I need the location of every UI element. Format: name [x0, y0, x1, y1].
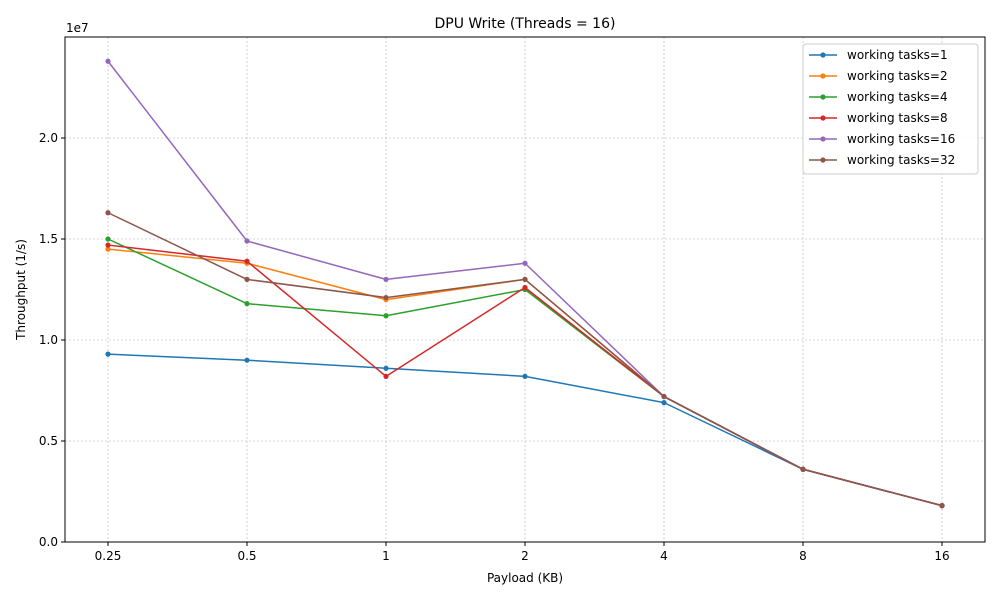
data-point	[522, 373, 528, 379]
legend-label: working tasks=2	[847, 69, 948, 83]
legend-marker	[820, 115, 826, 121]
data-point	[800, 466, 806, 472]
x-tick-label: 0.25	[95, 549, 122, 563]
legend-marker	[820, 136, 826, 142]
x-tick-label: 16	[934, 549, 949, 563]
data-point	[383, 294, 389, 301]
x-tick-label: 4	[660, 549, 668, 563]
x-axis-label: Payload (KB)	[487, 571, 563, 585]
y-tick-label: 0.5	[39, 434, 58, 448]
legend-label: working tasks=1	[847, 48, 948, 62]
legend-label: working tasks=16	[847, 132, 955, 146]
chart-title: DPU Write (Threads = 16)	[435, 16, 616, 32]
data-point	[661, 400, 667, 406]
legend-marker	[820, 94, 826, 100]
data-point	[244, 258, 250, 264]
legend-marker	[820, 157, 826, 163]
legend-item: working tasks=1	[809, 48, 948, 62]
x-axis-ticks: 0.25 0.5 1 2 4 8 16	[95, 542, 950, 563]
x-tick-label: 0.5	[237, 549, 256, 563]
data-point	[661, 393, 667, 400]
legend-box	[802, 43, 979, 175]
y-axis-offset-label: 1e7	[66, 21, 89, 35]
data-point	[522, 276, 528, 282]
data-point	[939, 503, 945, 509]
legend-marker	[820, 52, 826, 58]
data-point	[244, 357, 250, 363]
legend-item: working tasks=2	[809, 69, 948, 83]
legend-label: working tasks=32	[847, 153, 955, 167]
y-axis-label: Throughput (1/s)	[14, 239, 28, 341]
data-point	[244, 238, 250, 244]
data-point	[244, 276, 250, 282]
data-point	[383, 373, 389, 379]
x-tick-label: 1	[382, 549, 390, 563]
y-tick-label: 0.0	[39, 535, 58, 549]
y-tick-label: 1.5	[39, 232, 58, 246]
data-point	[522, 284, 528, 291]
data-point	[105, 236, 111, 242]
x-tick-label: 8	[799, 549, 807, 563]
series-layer	[105, 58, 945, 509]
legend-item: working tasks=16	[809, 132, 955, 146]
legend-item: working tasks=4	[809, 90, 948, 104]
data-point	[105, 58, 111, 64]
y-tick-label: 1.0	[39, 333, 58, 347]
legend-item: working tasks=32	[809, 153, 955, 167]
y-tick-label: 2.0	[39, 131, 58, 145]
data-point	[105, 351, 111, 357]
data-point	[105, 242, 111, 248]
data-point	[105, 246, 111, 252]
data-point	[105, 210, 111, 216]
data-point	[244, 301, 250, 307]
legend-label: working tasks=8	[847, 111, 948, 125]
legend-item: working tasks=8	[809, 111, 948, 125]
series-5	[105, 210, 945, 509]
data-point	[383, 276, 389, 282]
x-tick-label: 2	[521, 549, 529, 563]
legend-label: working tasks=4	[847, 90, 948, 104]
data-point	[383, 365, 389, 371]
legend-marker	[820, 73, 826, 79]
legend: working tasks=1 working tasks=2 working ta…	[802, 43, 979, 175]
data-point	[383, 313, 389, 319]
data-point	[522, 260, 528, 266]
y-axis-ticks: 0.0 0.5 1.0 1.5 2.0	[39, 131, 65, 549]
